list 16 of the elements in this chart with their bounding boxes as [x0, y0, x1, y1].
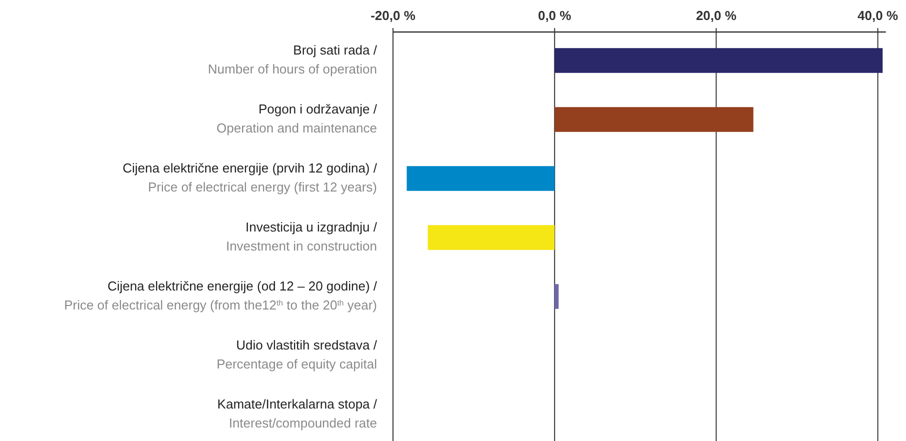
- bar: [554, 107, 754, 132]
- y-tick-label: Broj sati rada / Number of hours of operation: [208, 42, 378, 76]
- bar: [554, 48, 883, 73]
- y-tick-label: Cijena električne energije (prvih 12 godina) / Price of electrical energy (first 12 years): [122, 160, 378, 194]
- x-tick-label: 0,0 %: [538, 8, 572, 23]
- bar: [554, 284, 559, 309]
- x-tick-label: 20,0 %: [696, 8, 737, 23]
- y-tick-label: Cijena električne energije (od 12 – 20 godine) / Price of electrical energy (from the12$^{th}$ to the 20$^{th}$ year): [64, 278, 378, 312]
- y-tick-label: Pogon i održavanje / Operation and maintenance: [216, 102, 378, 136]
- y-tick-label: Udio vlastitih sredstava / Percentage of equity capital: [216, 338, 378, 372]
- y-tick-label: Kamate/Interkalarna stopa / Interest/compounded rate: [217, 396, 378, 430]
- bar: [428, 225, 555, 250]
- x-tick-label: -20,0 %: [370, 8, 416, 23]
- bar: [406, 166, 555, 191]
- y-tick-label: Investicija u izgradnju / Investment in construction: [226, 220, 378, 254]
- x-tick-label: 40,0 %: [858, 8, 898, 23]
